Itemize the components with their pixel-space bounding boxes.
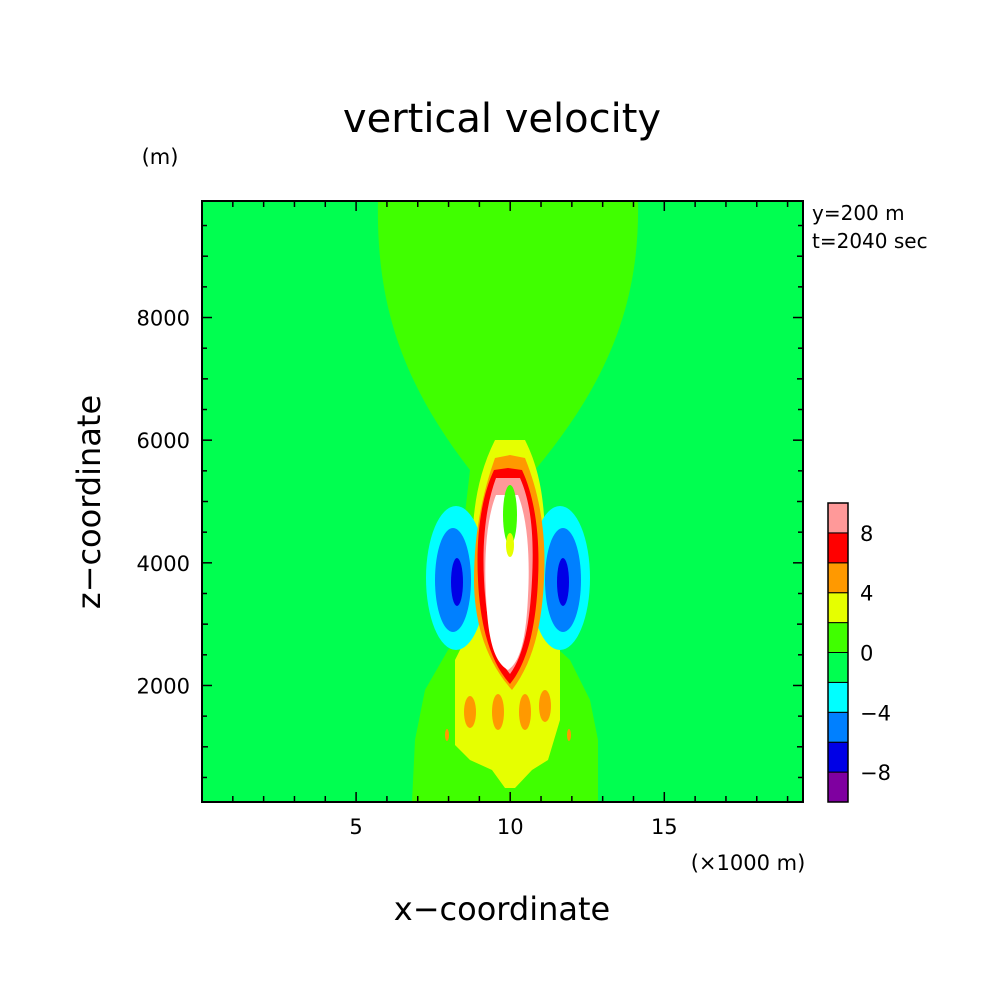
- contour-neg-6-to-neg-8-left: [451, 558, 463, 606]
- annotation-y: y=200 m: [812, 201, 905, 225]
- contour-4-to-6-blob: [445, 729, 449, 741]
- x-tick-label: 15: [651, 815, 678, 839]
- contour-inner-notch: [503, 485, 517, 545]
- contour-inner-notch-core: [506, 533, 514, 557]
- colorbar-segment: [827, 652, 849, 683]
- contour-4-to-6-blob: [567, 729, 571, 741]
- contour-above-10: [485, 495, 529, 670]
- colorbar-segment: [827, 711, 849, 743]
- colorbar-segment: [827, 771, 849, 803]
- y-tick-label: 6000: [137, 429, 190, 453]
- colorbar-segment: [827, 532, 849, 564]
- colorbar-segment: [827, 592, 849, 624]
- contour-4-to-6-blob: [539, 690, 551, 722]
- x-axis-label: x−coordinate: [394, 890, 610, 928]
- colorbar-tick-label: −4: [860, 701, 891, 725]
- colorbar-tick-label: 4: [860, 582, 873, 606]
- annotation-block: y=200 m t=2040 sec: [812, 201, 928, 253]
- contour-4-to-6-blob: [492, 694, 504, 730]
- chart-title: vertical velocity: [343, 96, 661, 142]
- colorbar-tick-label: 0: [860, 642, 873, 666]
- axis-ticks: 5 10 15 2000 4000 6000 8000: [137, 201, 803, 839]
- colorbar-frame: [827, 502, 849, 803]
- colorbar: −8 −4 0 4 8: [827, 502, 891, 803]
- plot-area: [202, 201, 803, 802]
- colorbar-segment: [827, 681, 849, 713]
- y-unit-label: (m): [142, 145, 179, 169]
- y-tick-label: 4000: [137, 552, 190, 576]
- x-tick-label: 10: [497, 815, 524, 839]
- x-tick-label: 5: [349, 815, 362, 839]
- colorbar-tick-label: −8: [860, 761, 891, 785]
- contour-4-to-6-blob: [519, 694, 531, 730]
- contour-4-to-6-blob: [464, 696, 476, 728]
- y-tick-label: 8000: [137, 307, 190, 331]
- colorbar-segment: [827, 502, 849, 534]
- y-tick-label: 2000: [137, 674, 190, 698]
- annotation-time: t=2040 sec: [812, 229, 928, 253]
- y-axis-label: z−coordinate: [70, 395, 108, 609]
- contour-regions: [377, 201, 639, 802]
- colorbar-segment: [827, 741, 849, 773]
- x-unit-label: (×1000 m): [691, 851, 806, 875]
- contour-neg-6-to-neg-8-right: [557, 558, 569, 606]
- colorbar-segment: [827, 622, 849, 653]
- colorbar-segment: [827, 562, 849, 594]
- colorbar-tick-label: 8: [860, 522, 873, 546]
